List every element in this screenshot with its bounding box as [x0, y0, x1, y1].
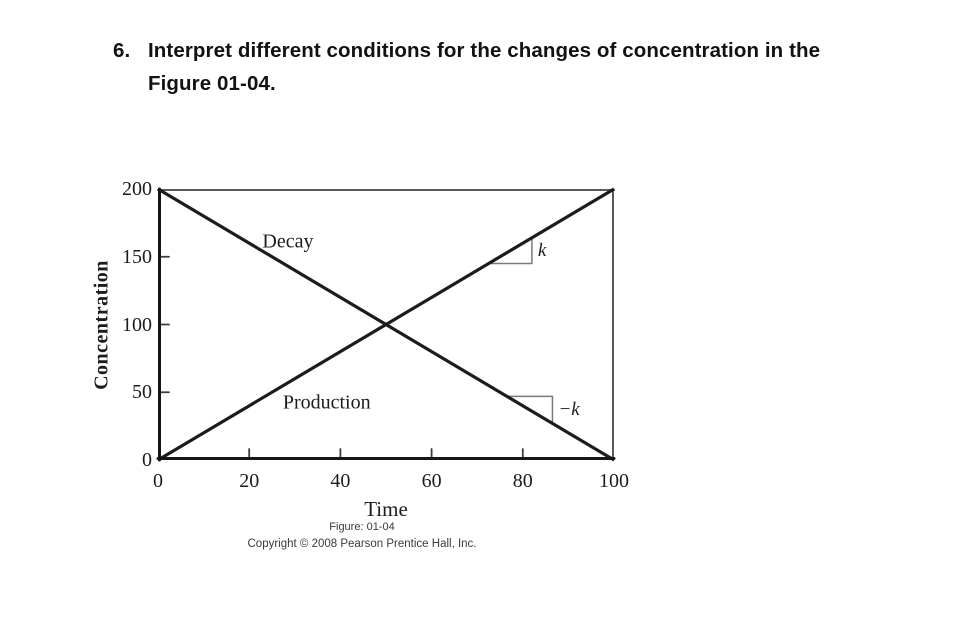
- x-axis-title: Time: [364, 497, 408, 521]
- x-tick-label: 20: [239, 470, 260, 492]
- slope-triangle: [488, 237, 533, 265]
- question-number: 6.: [113, 39, 131, 62]
- series-label-production: Production: [282, 391, 371, 414]
- y-tick-label: 150: [122, 245, 152, 268]
- plot-canvas: [156, 187, 616, 462]
- x-tick-label: 40: [330, 470, 351, 492]
- copyright-caption: Copyright © 2008 Pearson Prentice Hall, …: [247, 538, 477, 550]
- series-label-decay: Decay: [262, 230, 314, 253]
- question-text: Interpret different conditions for the c…: [148, 34, 820, 100]
- y-tick-label: 100: [122, 313, 152, 336]
- series-line-production: [157, 187, 615, 462]
- slope-label: −k: [558, 398, 580, 420]
- figure-caption: Figure: 01-04: [329, 521, 395, 533]
- y-tick-label: 200: [122, 178, 152, 200]
- x-tick-label: 0: [153, 470, 163, 492]
- x-tick-label: 60: [421, 470, 442, 492]
- question-line-2: Figure 01-04.: [148, 72, 276, 95]
- y-tick-label: 0: [142, 449, 152, 471]
- question-block: 6. Interpret different conditions for th…: [113, 34, 820, 100]
- slope-triangle: [506, 395, 554, 424]
- question-line-1: Interpret different conditions for the c…: [148, 39, 821, 62]
- slope-label: k: [537, 239, 547, 261]
- y-tick-label: 50: [132, 381, 152, 404]
- x-tick-label: 100: [599, 470, 629, 492]
- x-tick-label: 80: [512, 470, 533, 492]
